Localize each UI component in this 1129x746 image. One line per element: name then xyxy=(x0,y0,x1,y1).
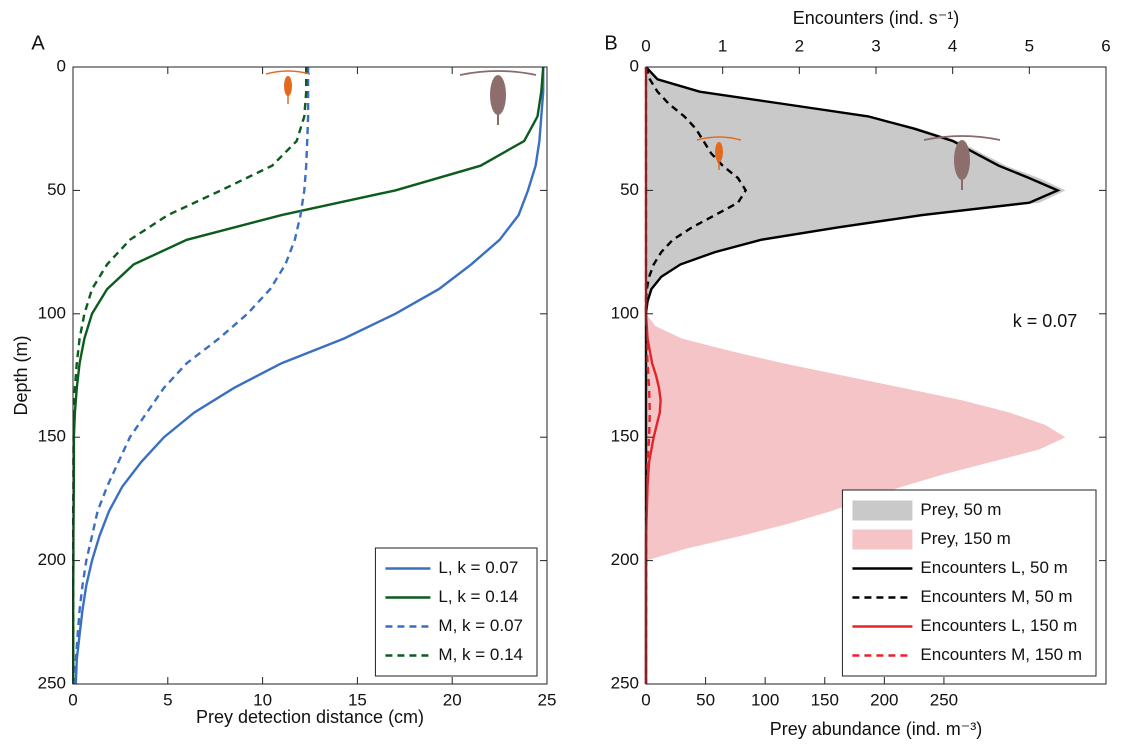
legend-label: Encounters L, 50 m xyxy=(920,558,1067,577)
legend-label: M, k = 0.14 xyxy=(438,645,523,664)
x2-tick-label: 0 xyxy=(641,36,650,55)
annotation: k = 0.07 xyxy=(1013,311,1078,331)
axes-box xyxy=(72,66,548,685)
panel-label: B xyxy=(604,32,617,54)
y-tick-label: 100 xyxy=(38,303,66,322)
x2-tick-label: 2 xyxy=(795,36,804,55)
x2-tick-label: 1 xyxy=(718,36,727,55)
y-tick-label: 150 xyxy=(38,427,66,446)
y-axis-label: Depth (m) xyxy=(11,335,31,415)
y-tick-label: 50 xyxy=(620,180,639,199)
x-tick-label: 20 xyxy=(443,690,462,709)
x-tick-label: 15 xyxy=(348,690,367,709)
line xyxy=(74,67,545,685)
x-tick-label: 25 xyxy=(538,690,557,709)
x-tick-label: 200 xyxy=(870,690,898,709)
area xyxy=(646,313,1066,561)
y-tick-label: 250 xyxy=(611,673,639,692)
x2-tick-label: 6 xyxy=(1101,36,1110,55)
y-tick-label: 0 xyxy=(57,56,66,75)
line xyxy=(73,67,310,685)
y-tick-label: 50 xyxy=(47,180,66,199)
y-tick-label: 200 xyxy=(611,550,639,569)
y-tick-label: 150 xyxy=(611,427,639,446)
legend: Prey, 50 m Prey, 150 m Encounters L, 50 m E… xyxy=(841,489,1097,677)
x-tick-label: 100 xyxy=(751,690,779,709)
line xyxy=(644,66,1061,684)
x-tick-label: 0 xyxy=(68,690,77,709)
x-tick-label: 5 xyxy=(163,690,172,709)
legend-label: L, k = 0.14 xyxy=(438,587,518,606)
x-tick-label: 10 xyxy=(253,690,272,709)
legend-label: Prey, 150 m xyxy=(920,529,1010,548)
legend-box xyxy=(841,489,1097,677)
y-tick-label: 100 xyxy=(611,303,639,322)
x2-tick-label: 4 xyxy=(948,36,957,55)
legend-swatch xyxy=(852,500,913,521)
legend-swatch xyxy=(852,529,913,550)
legend-label: Encounters L, 150 m xyxy=(920,616,1077,635)
area xyxy=(646,67,1066,314)
line xyxy=(644,66,748,314)
legend-label: Prey, 50 m xyxy=(920,500,1001,519)
legend-label: L, k = 0.07 xyxy=(438,558,518,577)
legend: L, k = 0.07 L, k = 0.14 M, k = 0.07 M, k = … xyxy=(374,547,538,677)
x-tick-label: 250 xyxy=(930,690,958,709)
legend-label: M, k = 0.07 xyxy=(438,616,523,635)
x2-axis-label: Encounters (ind. s⁻¹) xyxy=(793,8,960,28)
x-tick-label: 0 xyxy=(641,690,650,709)
panel-label: A xyxy=(31,32,45,54)
x-tick-label: 50 xyxy=(696,690,715,709)
legend-label: Encounters M, 150 m xyxy=(920,645,1082,664)
x2-tick-label: 5 xyxy=(1025,36,1034,55)
y-tick-label: 250 xyxy=(38,673,66,692)
legend-label: Encounters M, 50 m xyxy=(920,587,1072,606)
x-tick-label: 150 xyxy=(811,690,839,709)
x2-tick-label: 3 xyxy=(871,36,880,55)
y-tick-label: 200 xyxy=(38,550,66,569)
x-axis-label: Prey detection distance (cm) xyxy=(196,707,424,727)
y-tick-label: 0 xyxy=(630,56,639,75)
x-axis-label: Prey abundance (ind. m⁻³) xyxy=(770,719,983,739)
